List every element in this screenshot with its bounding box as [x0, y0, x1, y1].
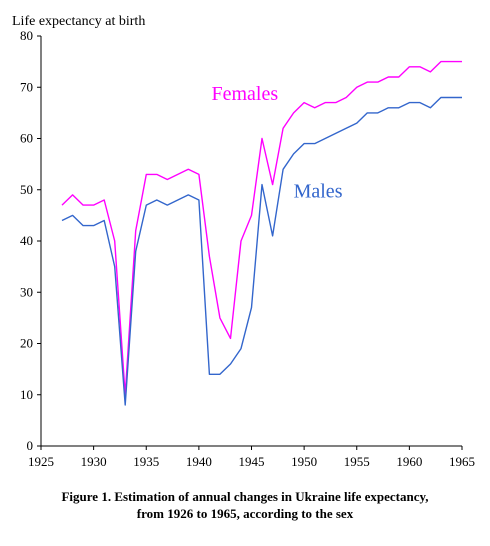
x-tick-label: 1930 — [81, 454, 107, 469]
series-line-females — [61, 60, 462, 396]
y-tick-label: 40 — [20, 233, 33, 248]
x-tick-label: 1965 — [449, 454, 475, 469]
axes: 0 10 20 30 40 50 60 70 80 1925 1930 1935 1940 1945 195… — [20, 28, 475, 469]
series-labels: Females Males — [212, 83, 343, 202]
x-tick-label: 1945 — [239, 454, 265, 469]
y-axis-title: Life expectancy at birth — [12, 14, 145, 29]
y-tick-label: 50 — [20, 182, 33, 197]
x-tick-label: 1955 — [344, 454, 370, 469]
y-tick-label: 0 — [27, 438, 34, 453]
series-label-males: Males — [294, 180, 343, 202]
y-tick-label: 60 — [20, 131, 33, 146]
caption-line-1: Figure 1. Estimation of annual changes i… — [61, 489, 429, 504]
y-tick-label: 30 — [20, 284, 33, 299]
y-tick-label: 20 — [20, 336, 33, 351]
y-tick-label: 80 — [20, 28, 33, 43]
figure-caption: Figure 1. Estimation of annual changes i… — [0, 488, 490, 522]
y-tick-label: 70 — [20, 79, 33, 94]
y-tick-label: 10 — [20, 387, 33, 402]
x-tick-label: 1925 — [28, 454, 54, 469]
x-tick-label: 1950 — [291, 454, 317, 469]
series-label-females: Females — [212, 83, 279, 105]
x-tick-label: 1940 — [186, 454, 212, 469]
x-tick-label: 1935 — [133, 454, 159, 469]
series-layer — [61, 60, 462, 406]
series-line-males — [61, 96, 462, 406]
caption-line-2: from 1926 to 1965, according to the sex — [136, 506, 354, 521]
x-tick-label: 1960 — [396, 454, 422, 469]
